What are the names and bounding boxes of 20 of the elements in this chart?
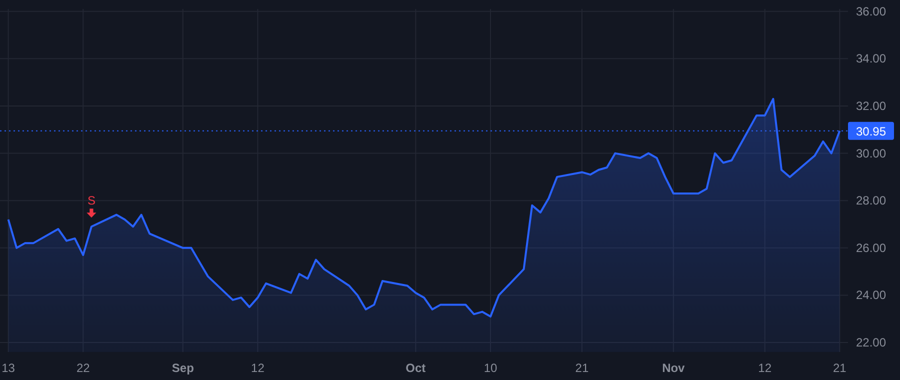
y-tick-label: 28.00 — [856, 194, 886, 208]
y-tick-label: 30.00 — [856, 146, 886, 160]
x-tick-label: 13 — [2, 361, 16, 375]
x-tick-label: 21 — [575, 361, 589, 375]
y-tick-label: 32.00 — [856, 98, 886, 113]
y-tick-label: 26.00 — [856, 240, 886, 255]
y-tick-label: 24.00 — [856, 288, 886, 302]
x-tick-label: 22 — [76, 361, 90, 375]
y-tick-label: 34.00 — [856, 52, 886, 66]
y-tick-label: 36.00 — [856, 4, 886, 18]
x-tick-label: 12 — [758, 361, 772, 375]
x-tick-label: Sep — [172, 361, 194, 375]
x-tick-label: 21 — [833, 361, 847, 375]
x-tick-label: 10 — [484, 361, 498, 375]
x-tick-label: Oct — [406, 361, 426, 375]
x-tick-label: 12 — [251, 361, 265, 375]
x-tick-label: Nov — [662, 361, 686, 375]
ref-line-label: 30.95 — [856, 124, 886, 138]
y-tick-label: 22.00 — [856, 336, 886, 350]
annotation: S — [87, 194, 96, 208]
